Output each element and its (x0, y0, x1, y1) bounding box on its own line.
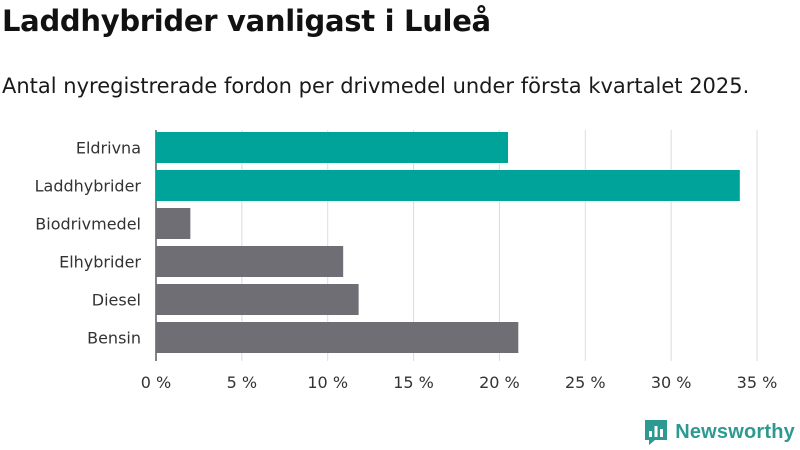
category-label: Elhybrider (59, 253, 141, 272)
brand: Newsworthy (643, 418, 795, 446)
bar-chart: Eldrivna Laddhybrider Biodrivmedel Elhybrid… (35, 130, 778, 392)
category-label: Bensin (87, 329, 141, 348)
category-label: Diesel (92, 291, 141, 310)
brand-name: Newsworthy (675, 420, 795, 443)
chart-subtitle: Antal nyregistrerade fordon per drivmede… (2, 74, 750, 98)
bar (156, 208, 191, 239)
category-labels: Eldrivna Laddhybrider Biodrivmedel Elhybrid… (35, 139, 142, 348)
x-tick-label: 25 % (565, 373, 606, 392)
bar (156, 322, 519, 353)
x-tick-label: 20 % (479, 373, 520, 392)
x-axis: 0 % 5 % 10 % 15 % 20 % 25 % 30 % 35 % (141, 373, 778, 392)
x-tick-label: 30 % (651, 373, 692, 392)
bar (156, 284, 359, 315)
x-tick-label: 0 % (141, 373, 171, 392)
bar (156, 132, 509, 163)
category-label: Eldrivna (76, 139, 141, 158)
category-label: Laddhybrider (35, 177, 142, 196)
chart-title: Laddhybrider vanligast i Luleå (2, 4, 491, 38)
category-label: Biodrivmedel (35, 215, 141, 234)
bar (156, 246, 344, 277)
bars (156, 132, 740, 353)
x-tick-label: 15 % (393, 373, 434, 392)
bar (156, 170, 740, 201)
x-tick-label: 5 % (227, 373, 257, 392)
newsworthy-logo-icon (645, 420, 668, 445)
x-tick-label: 10 % (307, 373, 348, 392)
x-tick-label: 35 % (737, 373, 778, 392)
